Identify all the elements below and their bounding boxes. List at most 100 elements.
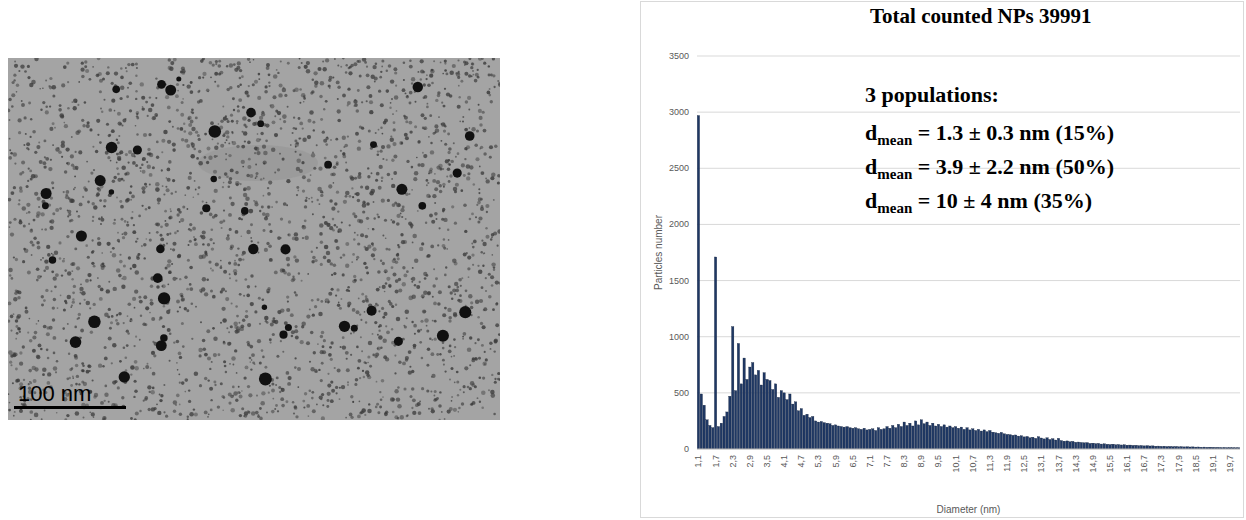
tem-particle	[479, 401, 481, 403]
tem-particle	[291, 330, 295, 334]
tem-particle	[283, 202, 287, 206]
tem-particle	[75, 364, 79, 368]
tem-particle	[13, 218, 16, 221]
tem-particle	[244, 140, 246, 142]
tem-particle	[441, 411, 443, 413]
tem-particle	[249, 361, 251, 363]
tem-particle	[210, 238, 213, 241]
tem-particle	[249, 61, 251, 63]
tem-particle	[93, 395, 97, 399]
tem-particle	[11, 105, 14, 108]
tem-particle	[498, 333, 500, 336]
tem-particle	[280, 308, 284, 312]
tem-particle	[46, 332, 50, 336]
tem-particle	[337, 98, 339, 100]
tem-particle	[16, 83, 19, 86]
tem-particle	[328, 300, 331, 303]
tem-particle	[107, 156, 110, 159]
tem-particle	[178, 373, 180, 375]
tem-particle	[382, 133, 384, 135]
tem-particle	[181, 298, 185, 302]
tem-particle	[92, 379, 94, 381]
tem-particle	[228, 186, 231, 189]
tem-particle	[481, 240, 483, 242]
tem-particle	[189, 412, 194, 417]
tem-particle	[333, 182, 335, 184]
tem-particle	[277, 410, 279, 412]
tem-particle	[38, 142, 40, 144]
tem-particle	[474, 143, 478, 147]
tem-particle	[326, 405, 329, 408]
tem-particle	[64, 124, 68, 128]
tem-particle	[485, 358, 488, 361]
tem-particle	[16, 332, 19, 335]
tem-particle	[493, 413, 496, 416]
tem-particle	[346, 64, 348, 66]
tem-particle	[442, 347, 445, 350]
tem-particle	[80, 329, 84, 333]
tem-particle	[133, 224, 135, 226]
tem-particle	[139, 339, 141, 341]
tem-particle	[67, 295, 71, 299]
tem-particle	[123, 346, 126, 349]
tem-particle	[338, 228, 343, 233]
tem-particle	[136, 115, 138, 117]
tem-particle	[352, 212, 355, 215]
tem-particle	[36, 145, 40, 149]
tem-particle	[409, 130, 412, 133]
tem-particle	[305, 236, 309, 240]
tem-particle	[282, 88, 287, 93]
tem-particle	[316, 144, 318, 146]
tem-particle	[292, 401, 295, 404]
tem-particle	[112, 253, 117, 258]
tem-particle	[422, 152, 424, 154]
tem-particle	[481, 286, 484, 289]
tem-particle	[160, 394, 163, 397]
tem-particle	[241, 253, 244, 256]
tem-particle	[494, 378, 496, 380]
tem-particle	[64, 269, 67, 272]
tem-particle	[353, 62, 357, 66]
tem-particle	[263, 162, 265, 164]
tem-particle	[29, 318, 31, 320]
tem-particle	[190, 82, 192, 84]
tem-particle	[393, 128, 396, 131]
tem-particle	[337, 65, 339, 67]
tem-particle	[427, 182, 429, 184]
tem-particle	[23, 248, 26, 251]
tem-particle	[222, 318, 227, 323]
tem-particle	[13, 74, 16, 77]
tem-particle	[243, 187, 247, 191]
tem-particle	[120, 76, 124, 80]
tem-particle	[390, 219, 392, 221]
tem-particle	[271, 148, 276, 153]
tem-particle	[212, 295, 216, 299]
tem-particle	[225, 297, 229, 301]
tem-particle	[150, 299, 153, 302]
tem-particle	[391, 98, 393, 100]
tem-particle	[329, 226, 333, 230]
tem-particle	[310, 331, 314, 335]
tem-particle	[472, 383, 476, 387]
tem-particle	[241, 75, 244, 78]
tem-particle	[372, 333, 374, 335]
tem-particle	[237, 109, 240, 112]
tem-particle	[206, 202, 208, 204]
tem-particle	[51, 290, 53, 292]
tem-particle	[283, 120, 286, 123]
tem-particle	[110, 160, 112, 162]
tem-particle	[197, 134, 200, 137]
tem-particle	[311, 153, 315, 157]
tem-particle	[425, 78, 427, 80]
tem-particle	[76, 211, 78, 213]
tem-particle	[286, 295, 289, 298]
tem-particle	[420, 163, 424, 167]
tem-particle	[204, 292, 208, 296]
tem-particle	[221, 227, 223, 229]
tem-particle	[402, 266, 405, 269]
tem-particle	[103, 99, 105, 101]
tem-particle	[239, 77, 242, 80]
tem-particle	[90, 172, 93, 175]
tem-particle	[435, 128, 439, 132]
tem-particle	[195, 189, 197, 191]
